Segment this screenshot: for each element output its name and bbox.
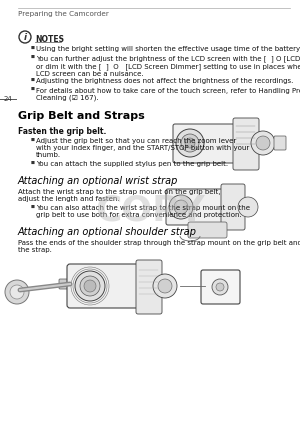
Circle shape xyxy=(10,285,24,299)
Circle shape xyxy=(256,136,270,150)
Text: Adjusting the brightness does not affect the brightness of the recordings.: Adjusting the brightness does not affect… xyxy=(36,78,293,84)
Text: 24: 24 xyxy=(4,96,13,102)
Text: NOTES: NOTES xyxy=(35,35,64,44)
FancyBboxPatch shape xyxy=(274,136,286,150)
Circle shape xyxy=(216,283,224,291)
Text: Attaching an optional shoulder strap: Attaching an optional shoulder strap xyxy=(18,227,197,237)
Text: Preparing the Camcorder: Preparing the Camcorder xyxy=(18,11,109,17)
Circle shape xyxy=(75,271,105,301)
Text: i: i xyxy=(23,32,27,42)
FancyBboxPatch shape xyxy=(173,124,242,163)
Text: ■: ■ xyxy=(31,55,35,59)
Text: Grip Belt and Straps: Grip Belt and Straps xyxy=(18,111,145,121)
Text: ■: ■ xyxy=(31,78,35,82)
Text: ■: ■ xyxy=(31,138,35,142)
Circle shape xyxy=(185,138,195,148)
Text: Attach the wrist strap to the strap mount on the grip belt,
adjust the length an: Attach the wrist strap to the strap moun… xyxy=(18,189,220,202)
Text: For details about how to take care of the touch screen, refer to Handling Precau: For details about how to take care of th… xyxy=(36,87,300,101)
Circle shape xyxy=(174,200,188,214)
Text: Adjust the grip belt so that you can reach the zoom lever
with your index finger: Adjust the grip belt so that you can rea… xyxy=(36,138,249,158)
Text: Fasten the grip belt.: Fasten the grip belt. xyxy=(18,127,106,136)
FancyBboxPatch shape xyxy=(166,189,230,225)
FancyBboxPatch shape xyxy=(136,260,162,314)
Circle shape xyxy=(158,279,172,293)
Circle shape xyxy=(176,129,204,157)
Circle shape xyxy=(212,279,228,295)
FancyBboxPatch shape xyxy=(59,279,73,289)
FancyBboxPatch shape xyxy=(233,118,259,170)
Text: You can also attach the wrist strap to the strap mount on the
grip belt to use b: You can also attach the wrist strap to t… xyxy=(36,205,250,218)
FancyBboxPatch shape xyxy=(67,264,148,308)
FancyBboxPatch shape xyxy=(188,222,227,238)
Text: Pass the ends of the shoulder strap through the strap mount on the grip belt and: Pass the ends of the shoulder strap thro… xyxy=(18,240,300,253)
Text: ■: ■ xyxy=(31,161,35,165)
Text: You can further adjust the brightness of the LCD screen with the [  ] O [LCD Bri: You can further adjust the brightness of… xyxy=(36,55,300,76)
Text: ■: ■ xyxy=(31,87,35,91)
Circle shape xyxy=(169,195,193,219)
Circle shape xyxy=(153,274,177,298)
Circle shape xyxy=(181,134,199,152)
Text: You can attach the supplied stylus pen to the grip belt.: You can attach the supplied stylus pen t… xyxy=(36,161,228,167)
Text: Using the bright setting will shorten the effective usage time of the battery pa: Using the bright setting will shorten th… xyxy=(36,46,300,52)
Circle shape xyxy=(251,131,275,155)
Circle shape xyxy=(80,276,100,296)
FancyBboxPatch shape xyxy=(221,184,245,230)
Circle shape xyxy=(238,197,258,217)
Text: ■: ■ xyxy=(31,46,35,50)
Circle shape xyxy=(84,280,96,292)
FancyBboxPatch shape xyxy=(201,270,240,304)
Text: ■: ■ xyxy=(31,205,35,209)
Circle shape xyxy=(5,280,29,304)
Text: Attaching an optional wrist strap: Attaching an optional wrist strap xyxy=(18,176,178,186)
Text: COPY: COPY xyxy=(95,193,205,227)
